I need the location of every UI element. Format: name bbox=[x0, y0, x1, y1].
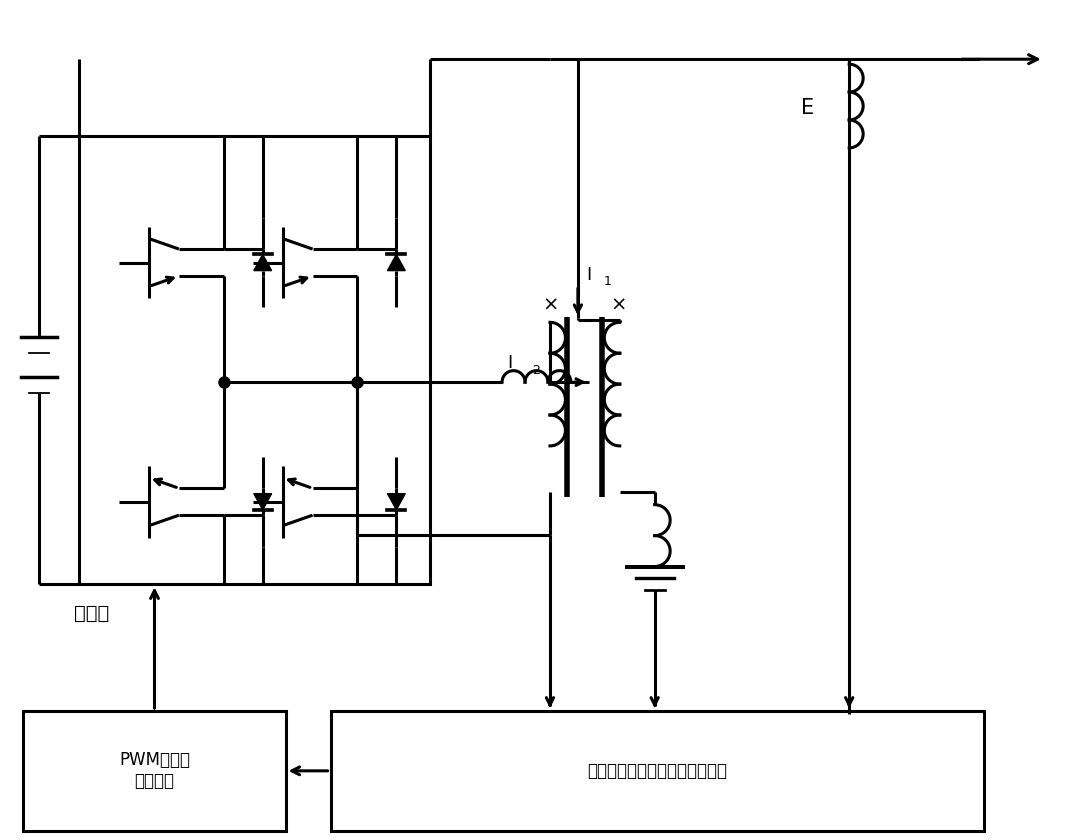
Text: 逆变桥: 逆变桥 bbox=[74, 604, 109, 623]
Text: 电压、电流检测及补偿系数计算: 电压、电流检测及补偿系数计算 bbox=[587, 762, 727, 780]
Polygon shape bbox=[254, 494, 271, 510]
Text: I: I bbox=[586, 266, 591, 285]
Bar bbox=[330, 711, 984, 831]
Text: 1: 1 bbox=[604, 276, 612, 288]
Polygon shape bbox=[387, 494, 405, 510]
Text: E: E bbox=[801, 98, 815, 118]
Bar bbox=[24, 711, 285, 831]
Bar bbox=[79, 136, 430, 585]
Text: 2: 2 bbox=[532, 365, 540, 377]
Text: ×: × bbox=[611, 296, 627, 314]
Text: PWM控制及
驱动保护: PWM控制及 驱动保护 bbox=[119, 752, 190, 790]
Text: I: I bbox=[507, 354, 512, 372]
Text: ×: × bbox=[542, 296, 560, 314]
Polygon shape bbox=[254, 255, 271, 270]
Polygon shape bbox=[387, 255, 405, 270]
